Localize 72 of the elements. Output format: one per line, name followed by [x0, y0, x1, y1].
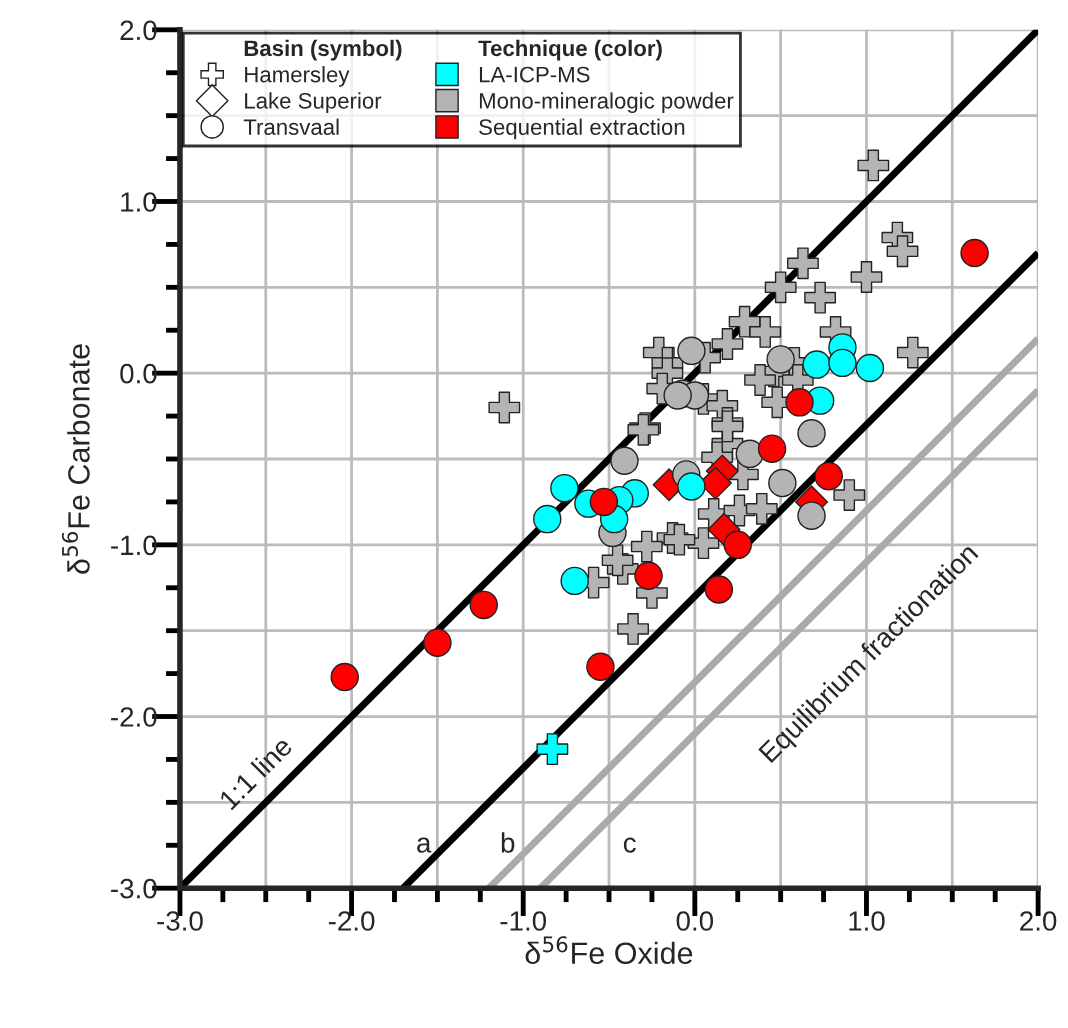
point — [677, 472, 706, 501]
x-tick-label: -3.0 — [157, 911, 203, 931]
x-tick-label: -1.0 — [500, 911, 547, 931]
point — [766, 345, 795, 374]
point — [850, 261, 883, 293]
annotation: b — [501, 832, 515, 853]
point — [749, 316, 782, 348]
point — [601, 544, 634, 577]
point — [728, 305, 761, 338]
point — [488, 391, 521, 424]
x-tick-label: 0.0 — [676, 911, 714, 931]
point — [787, 247, 819, 280]
y-tick-label: -3.0 — [111, 878, 157, 899]
point — [886, 235, 919, 268]
point — [469, 590, 498, 620]
point — [589, 487, 619, 517]
point — [560, 566, 589, 596]
point — [617, 613, 649, 645]
point — [804, 281, 837, 314]
point — [735, 439, 764, 469]
x-tick-label: 1.0 — [849, 911, 885, 931]
annotation: Basin (symbol) — [244, 39, 402, 61]
point — [797, 501, 826, 530]
point — [634, 561, 663, 590]
y-tick-label: 2.0 — [120, 20, 157, 41]
point — [704, 575, 734, 604]
point — [533, 504, 562, 534]
annotation: Technique (color) — [478, 39, 662, 61]
y-axis-title: δ$^{56}$Fe Carbonate — [61, 344, 90, 574]
point — [814, 461, 843, 491]
y-tick-label: -1.0 — [111, 535, 157, 556]
x-tick-label: 2.0 — [1020, 911, 1057, 931]
y-tick-label: -2.0 — [111, 707, 157, 727]
annotation: a — [417, 837, 432, 853]
point — [797, 419, 826, 448]
legend-label: Transvaal — [243, 118, 339, 135]
point — [663, 523, 696, 556]
legend-label: Hamersley — [245, 66, 350, 87]
point — [536, 733, 569, 766]
point — [857, 149, 890, 182]
point — [833, 479, 866, 511]
point — [330, 662, 359, 692]
point — [663, 381, 692, 410]
point — [960, 238, 989, 268]
point — [828, 348, 857, 378]
y-tick-label: 1.0 — [121, 192, 157, 212]
point — [630, 530, 663, 563]
point — [723, 530, 752, 560]
point — [550, 473, 579, 503]
point — [764, 271, 797, 304]
point — [896, 336, 929, 369]
annotation: 1:1 line — [217, 734, 294, 811]
point — [745, 492, 778, 525]
point — [855, 353, 885, 383]
point — [785, 388, 814, 417]
point — [610, 446, 639, 475]
y-tick-label: 0.0 — [120, 363, 157, 384]
x-tick-label: -2.0 — [328, 911, 375, 931]
point — [802, 350, 831, 379]
point — [768, 468, 797, 498]
annotation: c — [623, 837, 636, 853]
point — [586, 652, 615, 681]
point — [677, 336, 706, 366]
legend-label: Lake Superior — [245, 92, 382, 114]
point — [757, 434, 787, 463]
x-axis-title: δ$^{56}$Fe Oxide — [525, 936, 693, 965]
legend-label: LA-ICP-MS — [479, 66, 590, 83]
point — [744, 364, 776, 396]
legend-label: Mono-mineralogic powder — [479, 92, 734, 114]
point — [423, 628, 452, 657]
point — [711, 328, 744, 360]
legend-label: Sequential extraction — [479, 118, 685, 140]
